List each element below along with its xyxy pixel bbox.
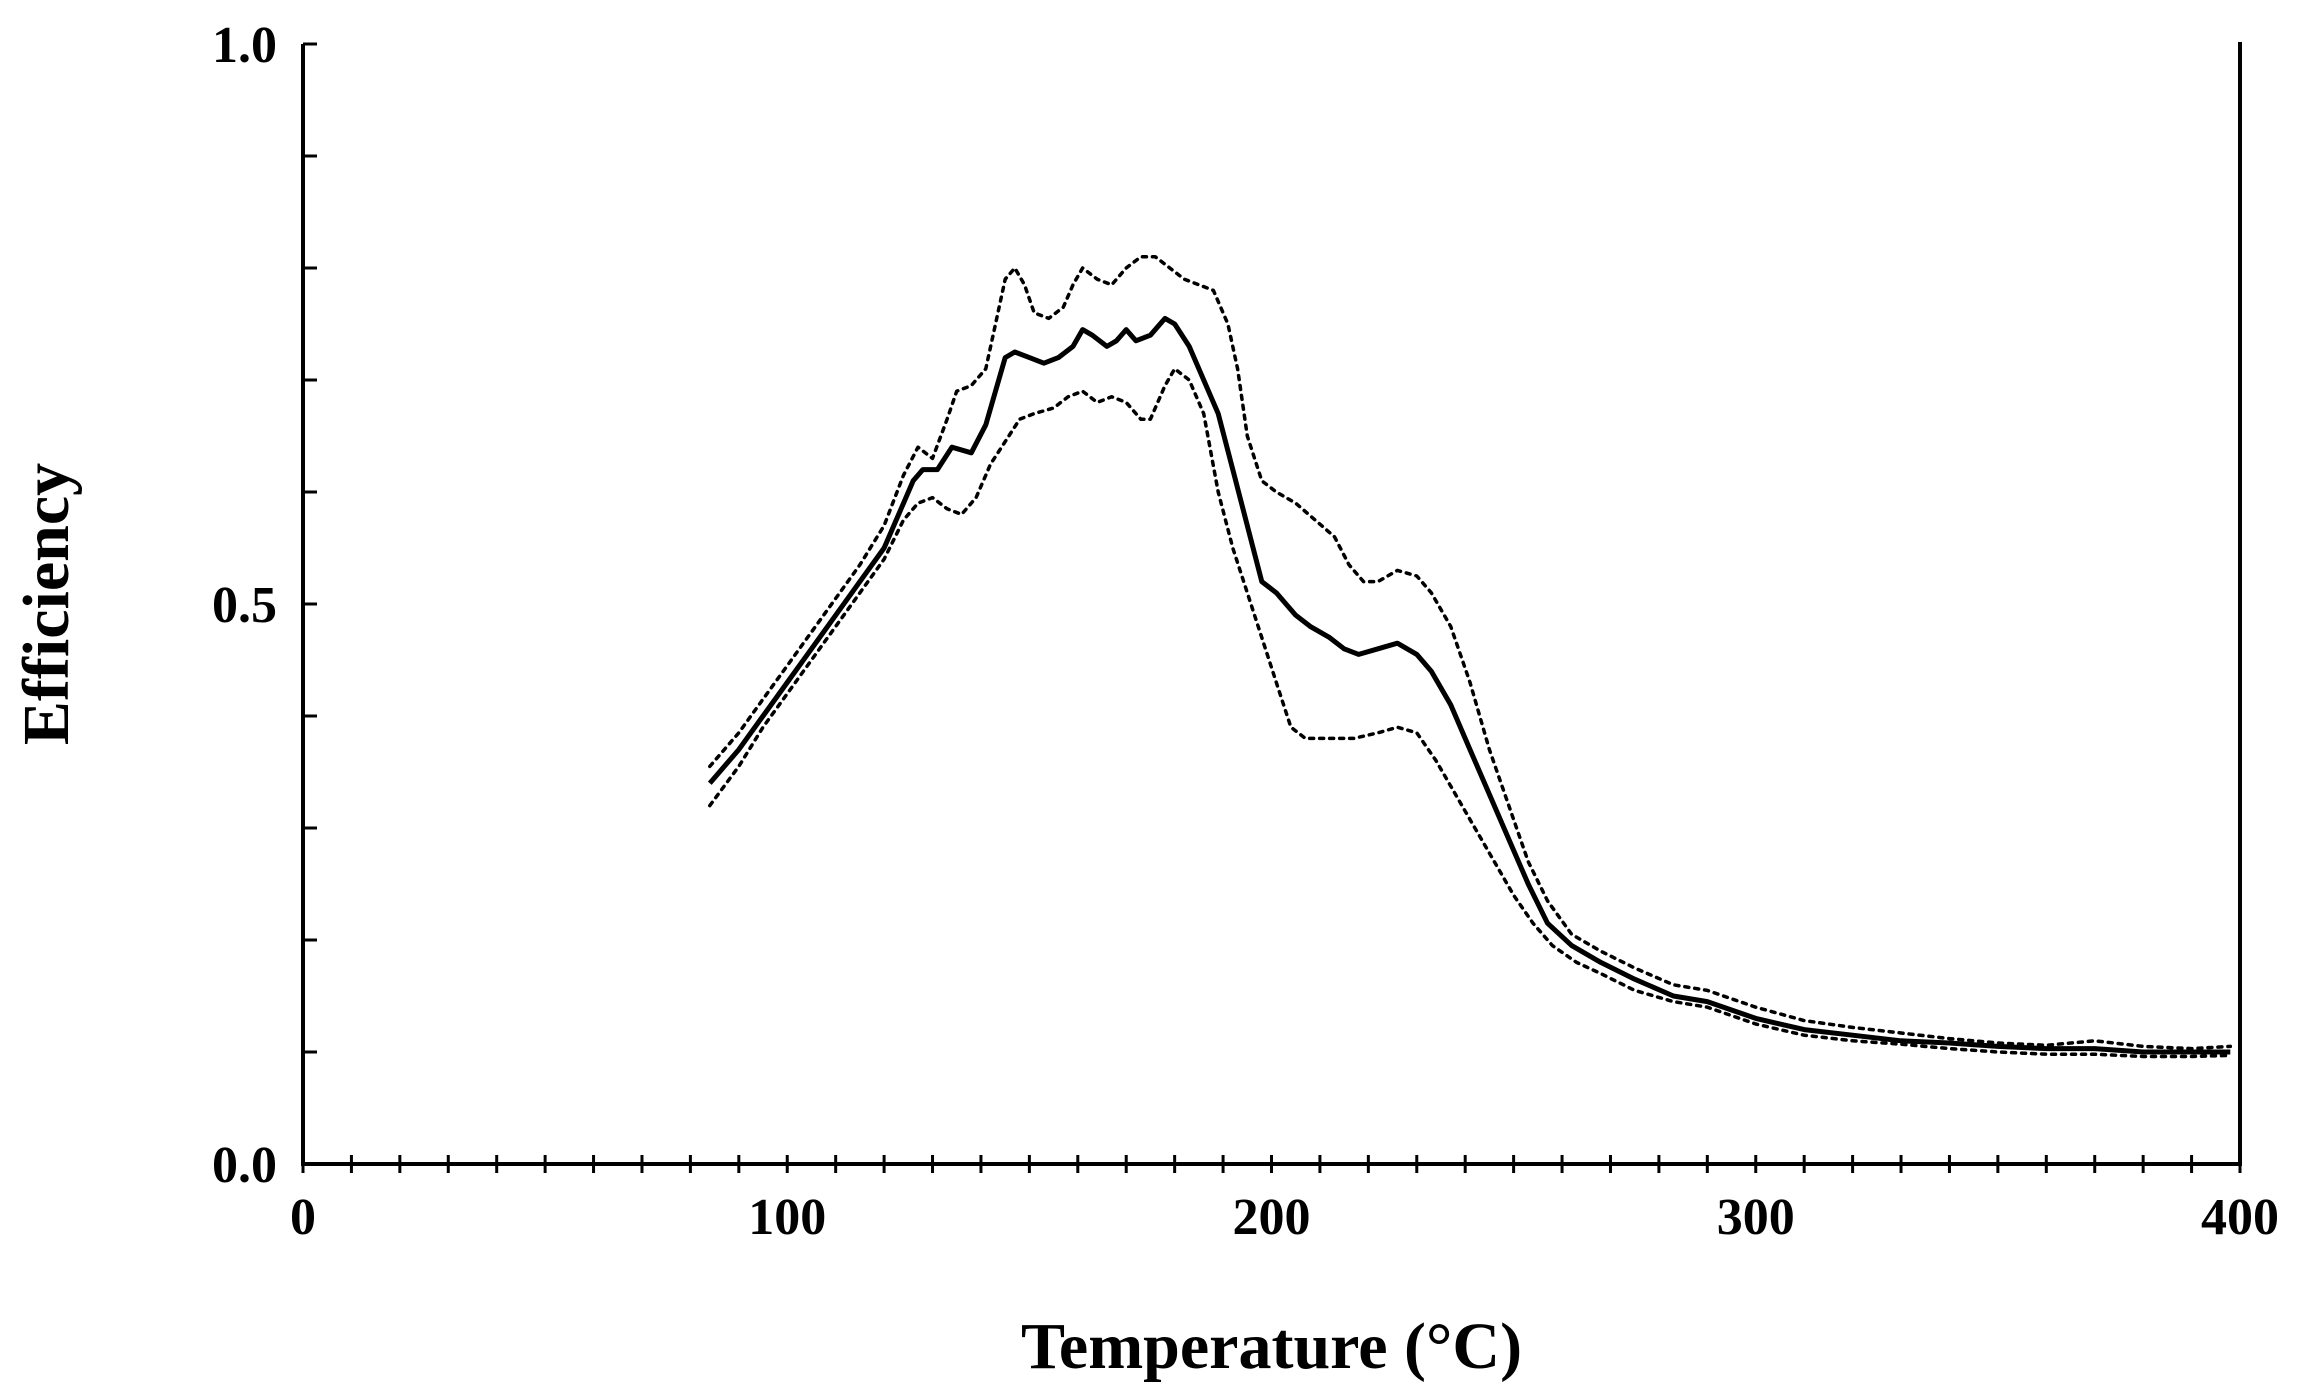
x-tick-label: 0: [290, 1189, 316, 1246]
y-tick-label: 0.0: [212, 1137, 277, 1194]
x-tick-label: 100: [748, 1189, 826, 1246]
y-tick-label: 0.5: [212, 577, 277, 634]
series-line-lower-bound: [708, 367, 2233, 1059]
series-line-upper-bound: [708, 255, 2233, 1051]
y-axis-title: Efficiency: [10, 463, 83, 745]
x-tick-label: 300: [1717, 1189, 1795, 1246]
axis-tick-labels: 0 100 200 300 400 0.0 0.5 1.0: [212, 17, 2279, 1246]
data-series: [707, 255, 2233, 1059]
plot-area: 0 100 200 300 400 0.0 0.5 1.0: [212, 17, 2279, 1246]
y-tick-label: 1.0: [212, 17, 277, 74]
series-line-mean: [707, 315, 2231, 1055]
x-tick-label: 200: [1233, 1189, 1311, 1246]
axis-ticks: [301, 42, 2242, 1173]
x-axis-title: Temperature (°C): [1021, 1310, 1522, 1383]
x-tick-label: 400: [2201, 1189, 2279, 1246]
